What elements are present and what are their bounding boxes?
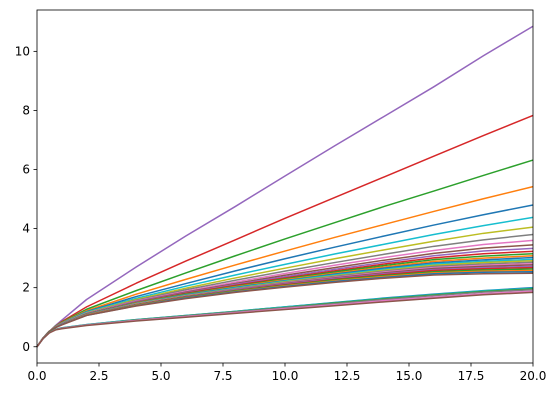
x-tick-label: 20.0 — [520, 369, 547, 383]
series-layer — [36, 25, 534, 348]
y-tick-label: 4 — [22, 222, 30, 236]
y-tick-label: 10 — [15, 44, 30, 58]
series-line-30 — [36, 288, 534, 348]
series-line-32 — [36, 291, 534, 348]
x-tick-label: 0.0 — [27, 369, 46, 383]
series-line-2 — [36, 114, 534, 348]
y-axis: 0 2 4 6 8 10 — [15, 44, 37, 354]
y-tick-label: 6 — [22, 163, 30, 177]
series-line-26 — [36, 272, 534, 348]
x-tick-label: 7.5 — [213, 369, 232, 383]
x-tick-label: 15.0 — [396, 369, 423, 383]
x-axis: 0.0 2.5 5.0 7.5 10.0 12.5 15.0 17.5 20.0 — [27, 363, 546, 383]
y-tick-label: 2 — [22, 281, 30, 295]
x-tick-label: 12.5 — [334, 369, 361, 383]
x-tick-label: 10.0 — [272, 369, 299, 383]
x-tick-label: 5.0 — [151, 369, 170, 383]
x-tick-label: 2.5 — [89, 369, 108, 383]
x-tick-label: 17.5 — [458, 369, 485, 383]
series-line-29 — [36, 288, 534, 348]
y-tick-label: 0 — [22, 340, 30, 354]
y-tick-label: 8 — [22, 103, 30, 117]
series-line-1 — [36, 25, 534, 348]
